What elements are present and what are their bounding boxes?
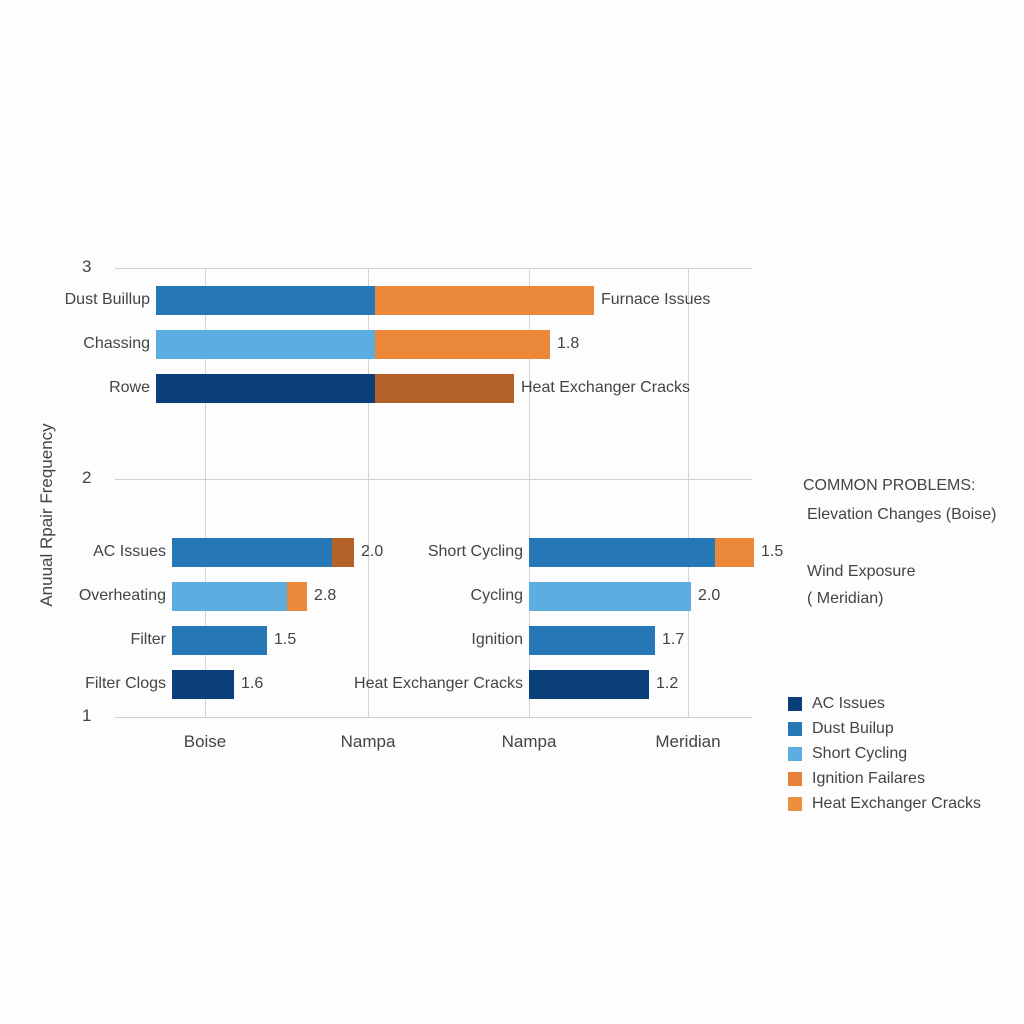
y-tick-label: 1 xyxy=(82,706,92,725)
bar-segment xyxy=(172,582,287,611)
legend-label: Ignition Failares xyxy=(812,770,925,787)
bar-value-label: Heat Exchanger Cracks xyxy=(521,379,690,396)
bar-segment xyxy=(375,330,550,359)
bar-value-label: 2.8 xyxy=(314,587,337,604)
legend-swatch xyxy=(788,697,802,711)
legend-swatch xyxy=(788,722,802,736)
x-tick-label: Nampa xyxy=(501,732,557,751)
bar-label: Heat Exchanger Cracks xyxy=(354,675,523,692)
bar-label: Chassing xyxy=(83,335,150,352)
y-tick-label: 3 xyxy=(82,257,92,276)
bar-value-label: 1.5 xyxy=(761,543,784,560)
bar-segment xyxy=(156,374,375,403)
bar-label: Cycling xyxy=(470,587,523,604)
annotation-line: Wind Exposure xyxy=(807,563,916,580)
bar-segment xyxy=(172,670,234,699)
bar-segment xyxy=(375,286,594,315)
vgridline xyxy=(205,268,206,717)
bar-label: AC Issues xyxy=(93,543,166,560)
bar-segment xyxy=(156,286,375,315)
legend-swatch xyxy=(788,772,802,786)
bar-label: Rowe xyxy=(109,379,150,396)
bar-segment xyxy=(529,626,655,655)
bar-label: Overheating xyxy=(78,587,166,604)
legend-swatch xyxy=(788,747,802,761)
gridline-2 xyxy=(115,479,752,480)
annotation-heading: COMMON PROBLEMS: xyxy=(803,477,976,494)
vgridline xyxy=(688,268,689,717)
legend-label: Dust Builup xyxy=(812,720,894,737)
bar-segment xyxy=(529,670,649,699)
legend-label: AC Issues xyxy=(812,695,885,712)
x-tick-label: Meridian xyxy=(655,732,721,751)
bar-value-label: 2.0 xyxy=(361,543,384,560)
gridline-3 xyxy=(115,268,752,269)
annotation-line: Elevation Changes (Boise) xyxy=(807,506,997,523)
bar-segment xyxy=(287,582,307,611)
x-tick-label: Nampa xyxy=(340,732,396,751)
bar-value-label: 1.5 xyxy=(274,631,297,648)
legend-label: Short Cycling xyxy=(812,745,908,762)
x-tick-label: Boise xyxy=(183,732,227,751)
bar-segment xyxy=(172,626,267,655)
bar-segment xyxy=(172,538,332,567)
bar-value-label: 1.2 xyxy=(656,675,679,692)
bar-value-label: 1.8 xyxy=(557,335,580,352)
bar-value-label: 2.0 xyxy=(698,587,721,604)
bar-segment xyxy=(332,538,354,567)
bar-label: Filter Clogs xyxy=(85,675,166,692)
bar-label: Ignition xyxy=(471,631,523,648)
y-axis-label: Anuual Rpair Frequency xyxy=(37,423,56,607)
bar-value-label: 1.6 xyxy=(241,675,264,692)
annotation-line: ( Meridian) xyxy=(807,590,884,607)
bar-label: Filter xyxy=(130,631,166,648)
gridline-1 xyxy=(115,717,752,718)
bar-segment xyxy=(156,330,375,359)
bar-segment xyxy=(529,538,715,567)
legend-label: Heat Exchanger Cracks xyxy=(812,795,981,812)
bar-value-label: 1.7 xyxy=(662,631,685,648)
bar-label: Short Cycling xyxy=(427,543,523,560)
bar-value-label: Furnace Issues xyxy=(601,291,711,308)
legend-swatch xyxy=(788,797,802,811)
y-tick-label: 2 xyxy=(82,468,92,487)
vgridline xyxy=(529,268,530,717)
vgridline xyxy=(368,268,369,717)
bar-segment xyxy=(715,538,754,567)
bar-segment xyxy=(375,374,514,403)
bar-label: Dust Buillup xyxy=(64,291,150,308)
bar-segment xyxy=(529,582,691,611)
